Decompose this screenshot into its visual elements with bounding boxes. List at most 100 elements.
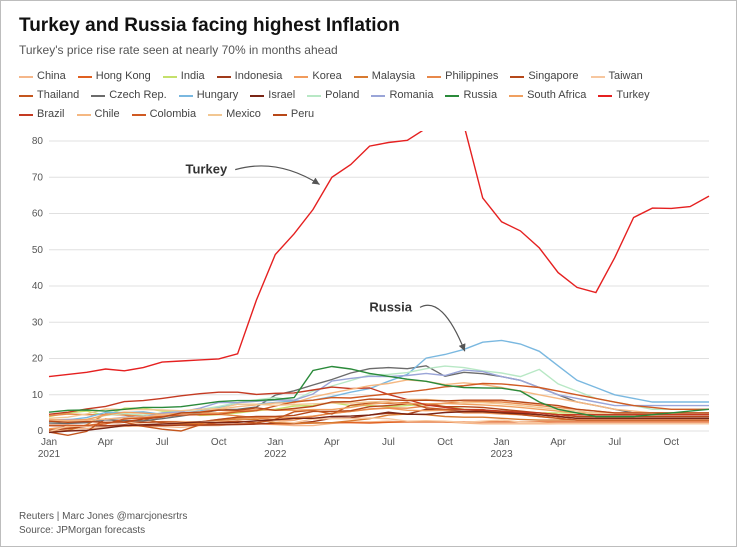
legend-label: Brazil (37, 106, 65, 124)
legend-label: Singapore (528, 68, 578, 86)
svg-text:Oct: Oct (211, 437, 227, 448)
legend-label: Hungary (197, 87, 239, 105)
legend-swatch (307, 95, 321, 97)
legend-item: Chile (77, 106, 120, 124)
legend-item: Mexico (208, 106, 261, 124)
legend-swatch (509, 95, 523, 97)
svg-text:Oct: Oct (664, 437, 680, 448)
legend-item: Turkey (598, 87, 649, 105)
svg-text:80: 80 (32, 136, 44, 147)
svg-text:40: 40 (32, 281, 44, 292)
legend-swatch (273, 114, 287, 116)
svg-text:20: 20 (32, 354, 44, 365)
legend-item: Peru (273, 106, 314, 124)
legend-item: Poland (307, 87, 359, 105)
legend-label: Mexico (226, 106, 261, 124)
svg-text:2021: 2021 (38, 449, 61, 460)
legend-item: Philippines (427, 68, 498, 86)
legend-item: Indonesia (217, 68, 283, 86)
source: Source: JPMorgan forecasts (19, 524, 187, 538)
legend-swatch (77, 114, 91, 116)
legend-swatch (510, 76, 524, 78)
legend-swatch (371, 95, 385, 97)
legend: China Hong Kong India Indonesia Korea Malaysi… (19, 67, 718, 123)
legend-swatch (19, 95, 33, 97)
legend-label: Poland (325, 87, 359, 105)
svg-text:Apr: Apr (98, 437, 114, 448)
legend-label: Colombia (150, 106, 196, 124)
byline: Reuters | Marc Jones @marcjonesrtrs (19, 510, 187, 524)
legend-label: Korea (312, 68, 341, 86)
legend-label: Taiwan (609, 68, 643, 86)
chart-plot: 01020304050607080Jan2021AprJulOctJan2022… (19, 131, 718, 471)
chart-card: Turkey and Russia facing highest Inflati… (0, 0, 737, 547)
svg-text:Apr: Apr (324, 437, 340, 448)
legend-label: South Africa (527, 87, 586, 105)
svg-text:Oct: Oct (437, 437, 453, 448)
legend-item: Czech Rep. (91, 87, 166, 105)
legend-item: Colombia (132, 106, 196, 124)
legend-label: China (37, 68, 66, 86)
legend-swatch (91, 95, 105, 97)
legend-item: Thailand (19, 87, 79, 105)
legend-label: Russia (463, 87, 497, 105)
svg-text:70: 70 (32, 173, 44, 184)
legend-item: Hungary (179, 87, 239, 105)
legend-label: Romania (389, 87, 433, 105)
svg-text:10: 10 (32, 390, 44, 401)
legend-swatch (354, 76, 368, 78)
svg-text:Jan: Jan (267, 437, 283, 448)
svg-text:Jan: Jan (494, 437, 510, 448)
legend-item: Hong Kong (78, 68, 151, 86)
legend-swatch (179, 95, 193, 97)
legend-item: China (19, 68, 66, 86)
legend-item: Israel (250, 87, 295, 105)
legend-swatch (78, 76, 92, 78)
legend-swatch (217, 76, 231, 78)
svg-text:60: 60 (32, 209, 44, 220)
legend-label: Czech Rep. (109, 87, 166, 105)
chart-subtitle: Turkey's price rise rate seen at nearly … (19, 43, 718, 57)
legend-item: Singapore (510, 68, 578, 86)
legend-item: Romania (371, 87, 433, 105)
legend-item: Russia (445, 87, 497, 105)
legend-swatch (250, 95, 264, 97)
series-turkey (49, 131, 709, 377)
svg-text:Apr: Apr (550, 437, 566, 448)
legend-label: Thailand (37, 87, 79, 105)
svg-text:30: 30 (32, 318, 44, 329)
chart-footer: Reuters | Marc Jones @marcjonesrtrs Sour… (19, 510, 187, 538)
legend-swatch (19, 76, 33, 78)
legend-swatch (591, 76, 605, 78)
svg-text:2023: 2023 (490, 449, 513, 460)
annotation-arrow-turkey (235, 166, 319, 185)
legend-item: South Africa (509, 87, 586, 105)
legend-item: Taiwan (591, 68, 643, 86)
legend-label: Indonesia (235, 68, 283, 86)
svg-text:Jul: Jul (608, 437, 621, 448)
legend-swatch (445, 95, 459, 97)
legend-label: Israel (268, 87, 295, 105)
legend-label: Hong Kong (96, 68, 151, 86)
annotation-arrow-russia (420, 306, 465, 352)
legend-label: Chile (95, 106, 120, 124)
legend-swatch (294, 76, 308, 78)
legend-item: Malaysia (354, 68, 415, 86)
legend-swatch (427, 76, 441, 78)
annotation-turkey: Turkey (186, 162, 228, 177)
svg-text:Jul: Jul (382, 437, 395, 448)
legend-swatch (598, 95, 612, 97)
legend-swatch (208, 114, 222, 116)
legend-swatch (19, 114, 33, 116)
svg-text:0: 0 (37, 426, 43, 437)
legend-label: Philippines (445, 68, 498, 86)
legend-label: Turkey (616, 87, 649, 105)
legend-label: India (181, 68, 205, 86)
legend-swatch (132, 114, 146, 116)
svg-text:Jan: Jan (41, 437, 57, 448)
legend-item: Brazil (19, 106, 65, 124)
annotation-russia: Russia (369, 300, 412, 315)
svg-text:Jul: Jul (156, 437, 169, 448)
legend-label: Peru (291, 106, 314, 124)
legend-item: India (163, 68, 205, 86)
